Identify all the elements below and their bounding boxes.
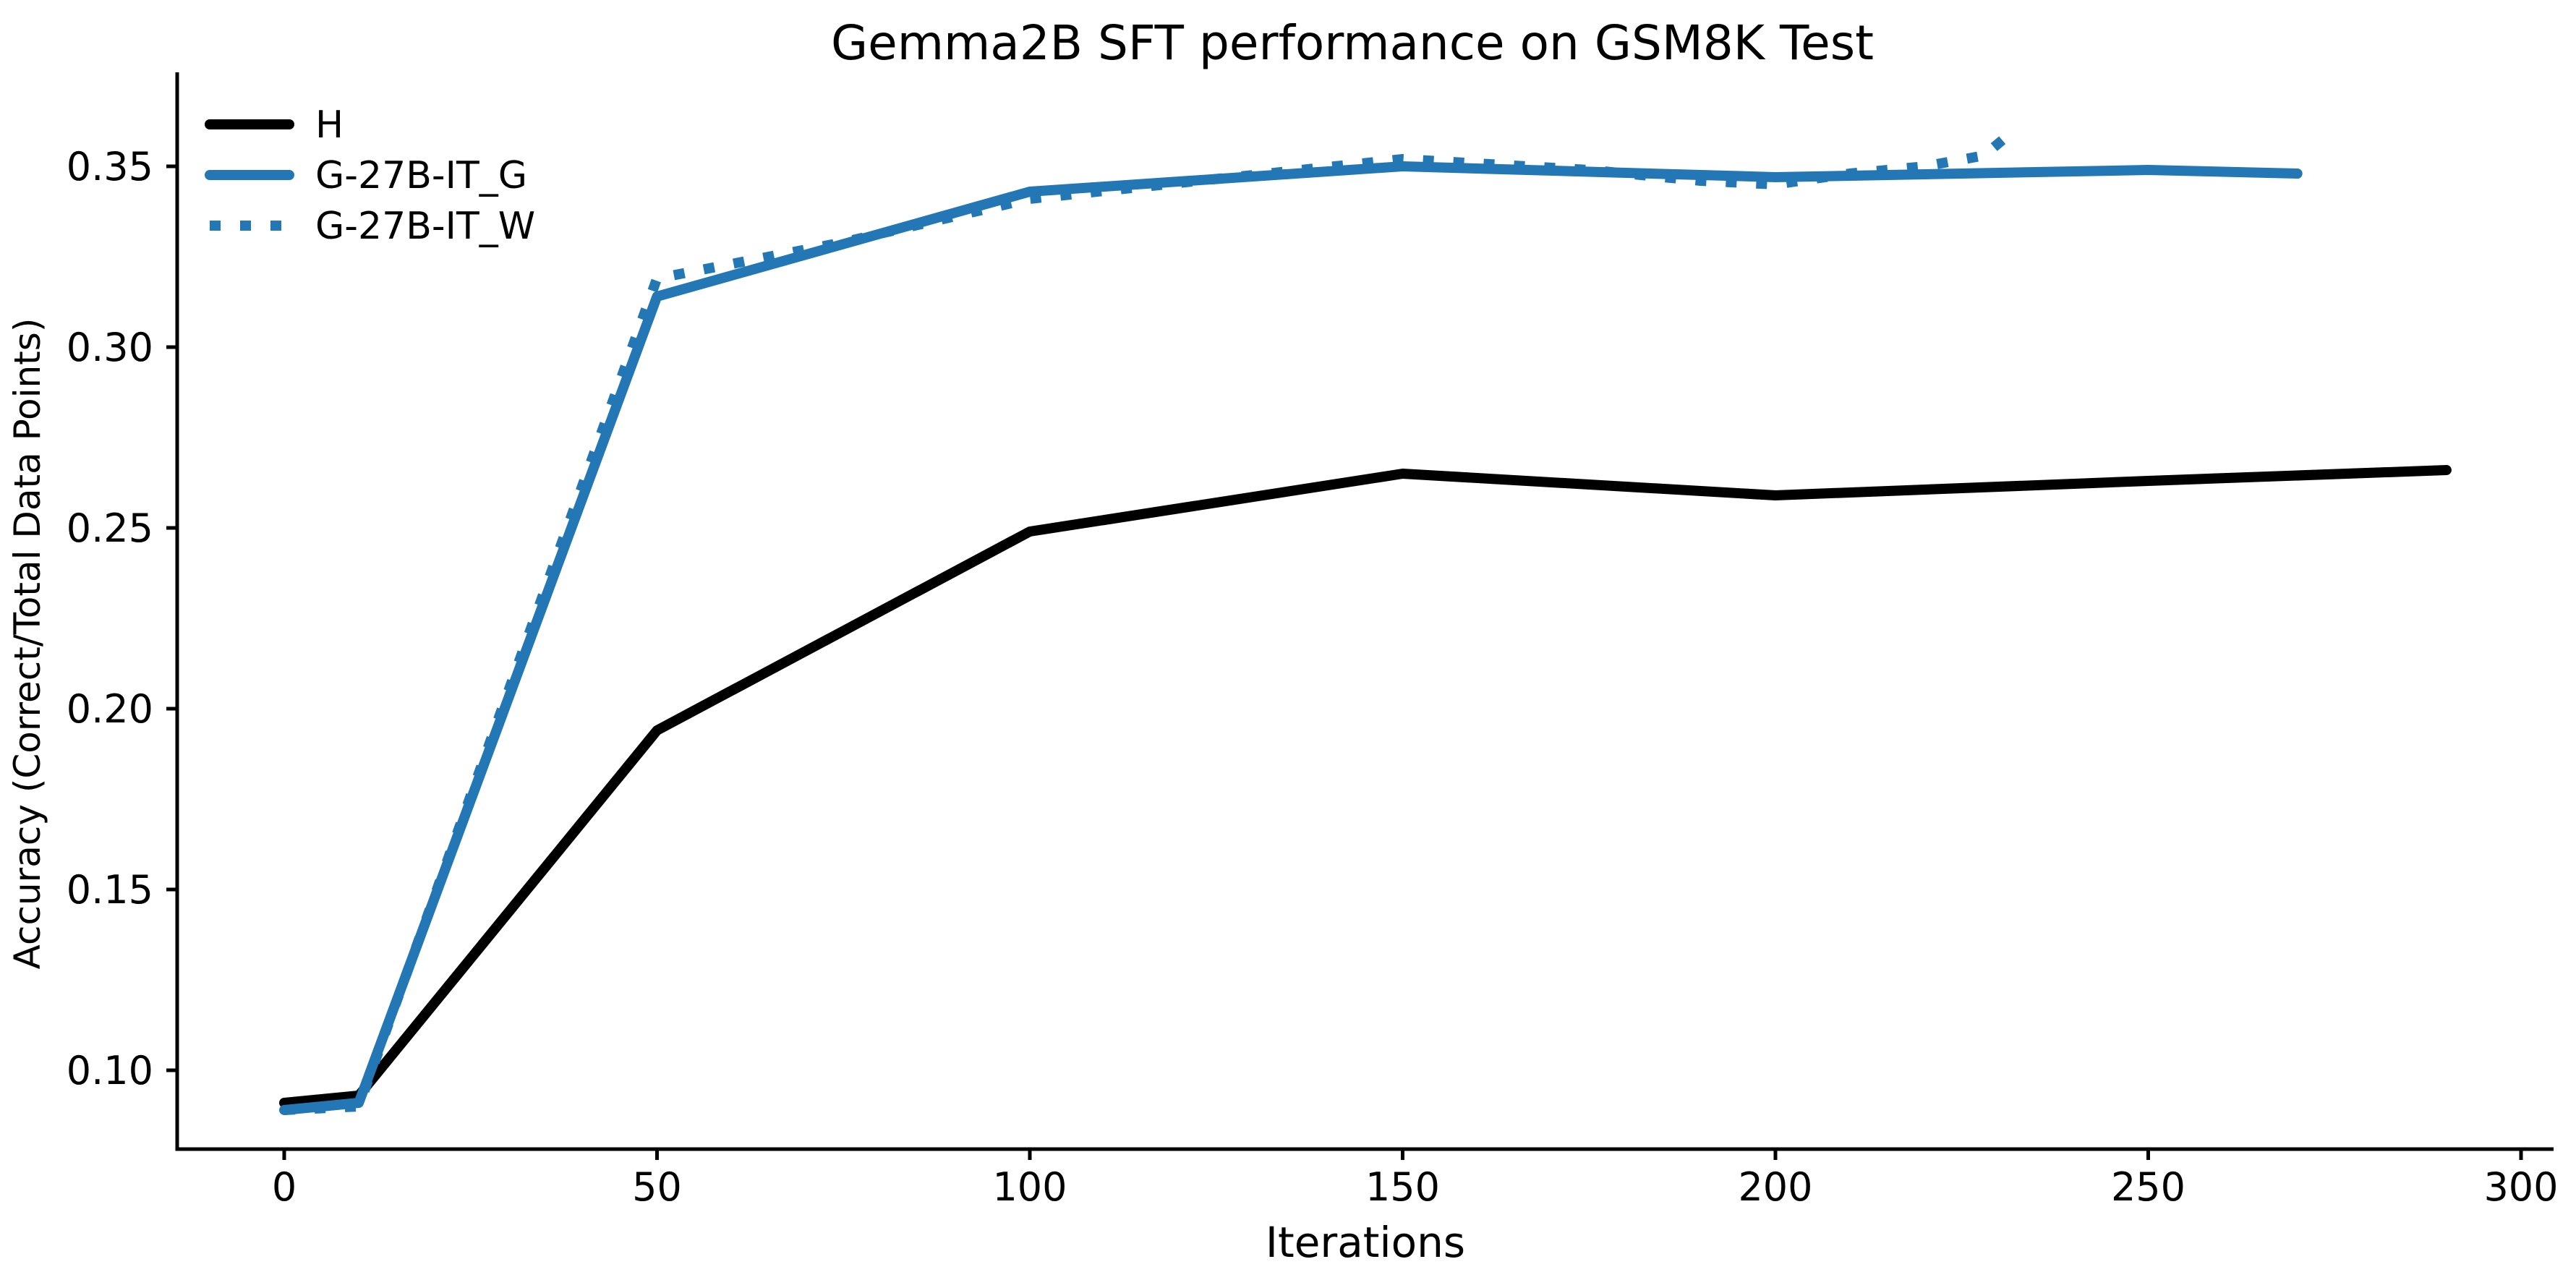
x-axis-ticks: 0 50 100 150 200 250 300: [272, 1149, 2559, 1210]
legend-label: G-27B-IT_G: [315, 154, 527, 197]
y-tick-label: 0.25: [67, 505, 153, 551]
x-tick-label: 0: [272, 1164, 297, 1210]
legend-label: G-27B-IT_W: [315, 205, 535, 248]
series-line-h: [279, 465, 2452, 1108]
x-tick-label: 150: [1365, 1164, 1440, 1210]
y-tick-label: 0.30: [67, 325, 153, 370]
y-tick-label: 0.15: [67, 867, 153, 913]
series-lines: [279, 126, 2452, 1115]
x-tick-label: 300: [2483, 1164, 2558, 1210]
x-axis-label: Iterations: [1266, 1218, 1465, 1267]
y-tick-label: 0.35: [67, 144, 153, 189]
x-tick-label: 100: [992, 1164, 1067, 1210]
x-tick-label: 200: [1738, 1164, 1812, 1210]
y-tick-label: 0.10: [67, 1048, 153, 1093]
legend-item-g-27b-it-w: G-27B-IT_W: [210, 205, 535, 248]
chart-title: Gemma2B SFT performance on GSM8K Test: [831, 15, 1874, 71]
y-axis-ticks: 0.10 0.15 0.20 0.25 0.30 0.35: [67, 144, 177, 1093]
x-tick-label: 50: [632, 1164, 682, 1210]
legend: H G-27B-IT_G G-27B-IT_W: [205, 103, 535, 248]
y-axis-label: Accuracy (Correct/Total Data Points): [7, 318, 48, 970]
y-tick-label: 0.20: [67, 686, 153, 732]
x-tick-label: 250: [2111, 1164, 2185, 1210]
legend-item-g-27b-it-g: G-27B-IT_G: [205, 154, 527, 197]
legend-label: H: [315, 103, 344, 147]
legend-item-h: H: [205, 103, 344, 147]
